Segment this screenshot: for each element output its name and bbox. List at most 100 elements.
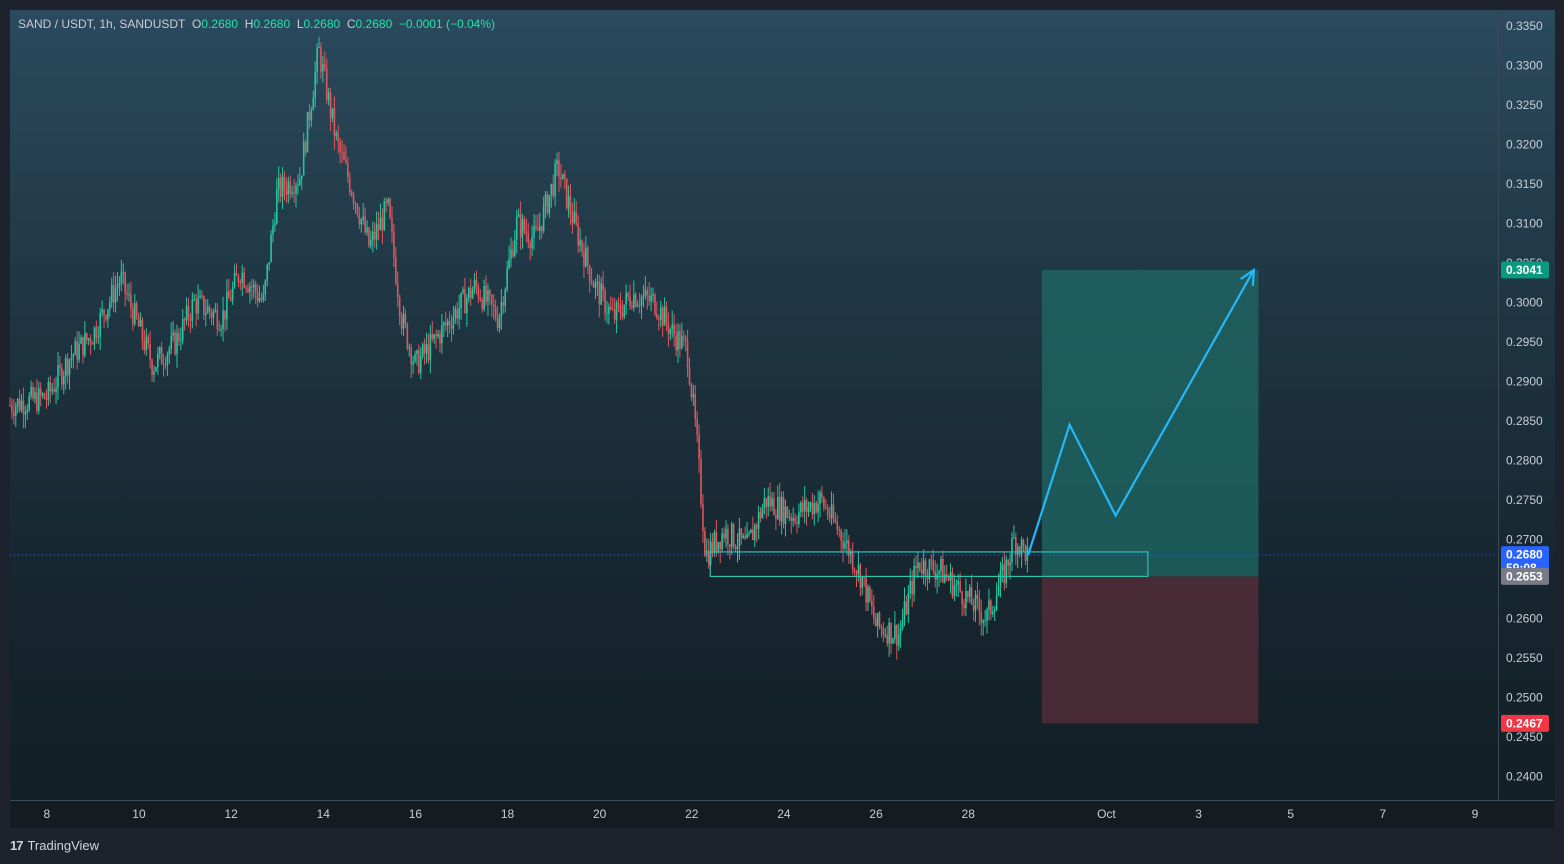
candle-body	[473, 280, 476, 291]
candle-body	[210, 312, 213, 318]
candle-body	[909, 580, 912, 594]
candle-body	[352, 195, 355, 204]
candle-body	[980, 612, 983, 624]
candle-body	[203, 295, 205, 315]
time-axis[interactable]	[10, 800, 1554, 829]
price-axis[interactable]	[1498, 10, 1555, 800]
open-label: O	[192, 17, 202, 31]
candle-body	[500, 301, 503, 317]
candle-body	[594, 282, 597, 288]
change-value: −0.0001 (−0.04%)	[398, 17, 495, 31]
candle-body	[638, 304, 641, 306]
candle-body	[433, 334, 436, 339]
candle-body	[782, 497, 785, 524]
candle-body	[673, 324, 675, 336]
candle-body	[947, 577, 950, 581]
candle-body	[849, 551, 852, 557]
price-tick-label: 0.2400	[1506, 769, 1543, 783]
candle-body	[1022, 539, 1025, 546]
price-tick-label: 0.2900	[1506, 374, 1543, 388]
candle-body	[780, 497, 783, 522]
candle-body	[736, 546, 739, 549]
candle-body	[427, 343, 430, 360]
candle-body	[679, 330, 681, 349]
candle-body	[809, 502, 812, 508]
symbol-title[interactable]: SAND / USDT, 1h, SANDUSDT	[18, 17, 186, 31]
candle-body	[130, 294, 132, 309]
candle-body	[431, 334, 434, 339]
candle-body	[132, 308, 134, 325]
candle-body	[339, 142, 341, 152]
candle-body	[527, 233, 530, 244]
candle-body	[759, 511, 762, 518]
candle-body	[608, 306, 610, 314]
candle-body	[20, 400, 23, 411]
candle-body	[846, 540, 848, 544]
candle-body	[627, 292, 629, 297]
time-tick-label: 10	[132, 807, 146, 821]
candle-body	[765, 498, 768, 507]
candle-body	[836, 522, 839, 530]
candle-body	[492, 304, 495, 307]
candle-body	[646, 289, 649, 296]
candle-body	[181, 318, 184, 341]
candle-body	[76, 341, 78, 360]
close-label: C	[346, 17, 356, 31]
candle-body	[224, 310, 226, 320]
candle-body	[606, 313, 608, 315]
candle-body	[738, 528, 741, 547]
candle-body	[878, 613, 881, 627]
candle-body	[592, 283, 595, 288]
candle-body	[886, 634, 889, 644]
candle-body	[270, 234, 272, 263]
candle-body	[700, 459, 702, 505]
candle-body	[510, 249, 512, 259]
candle-body	[467, 287, 470, 299]
candle-body	[986, 609, 988, 621]
time-tick-label: 8	[44, 807, 51, 821]
candle-body	[276, 189, 278, 224]
candle-body	[55, 387, 57, 392]
candle-body	[648, 295, 650, 302]
candle-body	[335, 133, 338, 136]
candle-body	[201, 295, 203, 297]
candle-body	[625, 292, 627, 305]
candle-body	[537, 228, 539, 231]
candle-body	[684, 337, 687, 342]
candle-body	[235, 273, 238, 276]
candle-body	[1003, 564, 1006, 584]
candle-body	[149, 343, 151, 361]
candle-body	[371, 231, 374, 240]
tradingview-brand[interactable]: 17 TradingView	[10, 838, 99, 853]
candle-body	[327, 92, 330, 100]
candle-body	[897, 634, 900, 646]
candle-body	[37, 388, 40, 411]
candle-body	[811, 502, 814, 515]
candle-body	[166, 354, 169, 366]
candle-body	[145, 336, 148, 351]
candle-body	[876, 613, 879, 627]
stop-price-badge-bg	[1501, 714, 1549, 732]
time-tick-label: 12	[224, 807, 238, 821]
candle-body	[421, 344, 424, 357]
candle-body	[894, 625, 896, 639]
candle-body	[291, 192, 293, 195]
candle-body	[535, 226, 537, 229]
candle-body	[669, 329, 672, 334]
candle-body	[842, 540, 844, 549]
candle-body	[368, 227, 370, 247]
candle-body	[289, 181, 292, 195]
candle-body	[884, 634, 887, 636]
candle-body	[504, 289, 507, 307]
candle-body	[398, 297, 401, 317]
candle-body	[840, 530, 842, 541]
candle-body	[880, 626, 883, 629]
candle-body	[16, 399, 19, 407]
candle-body	[299, 179, 301, 185]
candle-body	[707, 550, 710, 565]
candle-body	[441, 324, 443, 344]
candle-body	[28, 396, 30, 410]
candle-body	[855, 571, 858, 574]
candle-body	[471, 290, 474, 299]
target-zone	[1041, 269, 1259, 577]
